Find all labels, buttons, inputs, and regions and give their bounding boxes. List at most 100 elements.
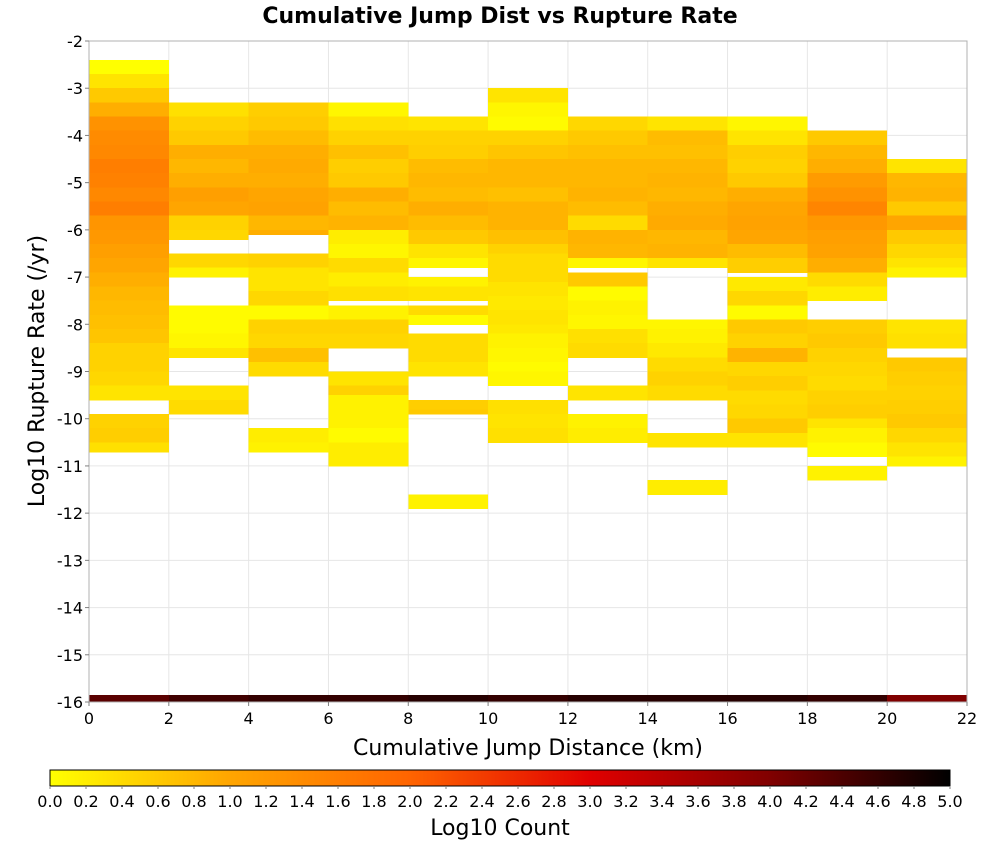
heatmap-cell [727, 694, 808, 703]
heatmap-cell [807, 404, 888, 420]
y-tick-label: -12 [57, 504, 83, 523]
heatmap-cell [647, 385, 728, 401]
heatmap-cell [408, 244, 489, 259]
heatmap-cell [168, 229, 249, 240]
heatmap-cell [727, 291, 808, 306]
x-tick-label: 18 [797, 709, 817, 728]
chart-title: Cumulative Jump Dist vs Rupture Rate [262, 4, 737, 29]
y-tick-label: -4 [67, 126, 83, 145]
heatmap-cell [887, 333, 967, 349]
heatmap-cell [89, 244, 169, 259]
heatmap-cell [248, 229, 329, 236]
heatmap-cell [408, 286, 489, 302]
heatmap-cell [168, 215, 249, 231]
heatmap-cell [168, 333, 249, 349]
heatmap-cell [727, 258, 808, 273]
heatmap-cell [567, 215, 648, 231]
heatmap-cell [488, 281, 568, 297]
heatmap-cell [89, 144, 169, 160]
heatmap-cell [488, 130, 568, 146]
x-tick-label: 2 [164, 709, 174, 728]
heatmap-cell [887, 413, 967, 429]
heatmap-cell [168, 319, 249, 335]
heatmap-cell [807, 159, 888, 174]
heatmap-cell [89, 215, 169, 231]
colorbar-tick-label: 3.2 [613, 792, 638, 811]
heatmap-cell [408, 187, 489, 203]
heatmap-cell [89, 300, 169, 316]
heatmap-cell [807, 418, 888, 429]
colorbar-tick-label: 1.4 [289, 792, 314, 811]
heatmap-cell [807, 465, 888, 481]
heatmap-cell [488, 694, 568, 703]
x-tick-label: 22 [957, 709, 977, 728]
heatmap-cell [248, 102, 329, 118]
heatmap-cell [408, 333, 489, 349]
heatmap-cell [248, 173, 329, 188]
x-tick-label: 14 [638, 709, 658, 728]
heatmap-cell [168, 187, 249, 203]
heatmap-cell [168, 694, 249, 703]
heatmap-cell [248, 362, 329, 377]
heatmap-cell [248, 267, 329, 278]
heatmap-cell [727, 130, 808, 146]
heatmap-cell [567, 130, 648, 146]
heatmap-cell [248, 116, 329, 132]
heatmap-cell [89, 258, 169, 273]
heatmap-cell [727, 244, 808, 259]
heatmap-cell [567, 300, 648, 316]
heatmap-cell [408, 116, 489, 132]
colorbar-tick-label: 5.0 [937, 792, 962, 811]
x-tick-label: 10 [478, 709, 498, 728]
x-tick-label: 6 [323, 709, 333, 728]
heatmap-cell [168, 173, 249, 188]
y-tick-label: -11 [57, 457, 83, 476]
heatmap-cell [248, 333, 329, 349]
heatmap-cell [807, 333, 888, 349]
heatmap-cell [887, 215, 967, 231]
heatmap-cell [328, 694, 409, 703]
heatmap-cell [807, 694, 888, 703]
y-tick-label: -3 [67, 79, 83, 98]
heatmap-cell [328, 395, 409, 410]
heatmap-cell [328, 187, 409, 203]
y-tick-label: -2 [67, 32, 83, 51]
heatmap-cell [807, 187, 888, 203]
heatmap-cell [887, 371, 967, 387]
colorbar-tick-label: 3.6 [685, 792, 710, 811]
heatmap-cell [248, 187, 329, 203]
heatmap-cell [328, 173, 409, 188]
heatmap-cell [807, 347, 888, 363]
heatmap-cell [567, 201, 648, 217]
heatmap-cell [488, 159, 568, 174]
heatmap-cell [807, 144, 888, 160]
heatmap-cell [647, 357, 728, 372]
heatmap-cell [807, 272, 888, 288]
heatmap-cell [89, 229, 169, 245]
heatmap-cell [488, 253, 568, 269]
heatmap-cell [807, 390, 888, 406]
heatmap-cell [89, 357, 169, 372]
colorbar-tick-label: 4.8 [901, 792, 926, 811]
heatmap-cell [727, 277, 808, 292]
heatmap-cell [727, 305, 808, 321]
y-tick-label: -9 [67, 363, 83, 382]
heatmap-cell [727, 116, 808, 132]
heatmap-cell [328, 409, 409, 429]
y-tick-label: -10 [57, 410, 83, 429]
heatmap-cell [567, 343, 648, 358]
heatmap-cell [328, 319, 409, 335]
heatmap-cell [488, 102, 568, 118]
heatmap-cell [647, 432, 728, 448]
heatmap-cell [887, 229, 967, 245]
heatmap-cell [168, 144, 249, 160]
heatmap-cell [89, 159, 169, 174]
heatmap-cell [887, 319, 967, 335]
heatmap-cell [168, 130, 249, 146]
colorbar-tick-label: 0.4 [109, 792, 134, 811]
heatmap-cell [408, 130, 489, 146]
heatmap-cell [89, 173, 169, 188]
heatmap-cell [647, 229, 728, 245]
heatmap-cell [89, 385, 169, 401]
